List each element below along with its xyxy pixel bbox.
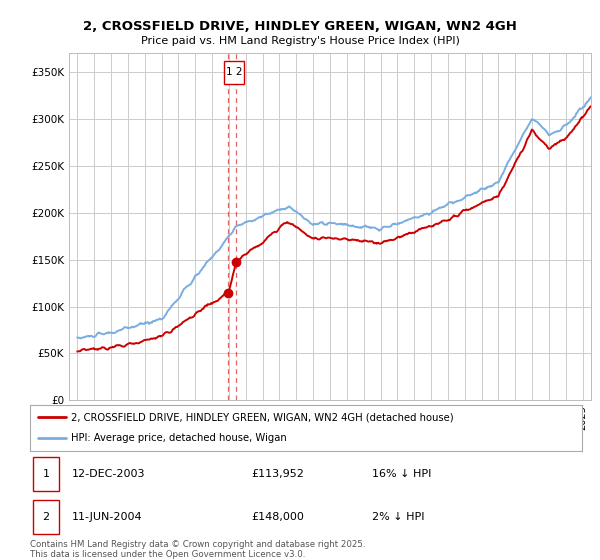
- Text: 11-JUN-2004: 11-JUN-2004: [71, 512, 142, 522]
- Text: 2: 2: [43, 512, 50, 522]
- Text: £113,952: £113,952: [251, 469, 304, 479]
- Text: 2, CROSSFIELD DRIVE, HINDLEY GREEN, WIGAN, WN2 4GH (detached house): 2, CROSSFIELD DRIVE, HINDLEY GREEN, WIGA…: [71, 412, 454, 422]
- Text: 2% ↓ HPI: 2% ↓ HPI: [372, 512, 425, 522]
- Text: 2, CROSSFIELD DRIVE, HINDLEY GREEN, WIGAN, WN2 4GH: 2, CROSSFIELD DRIVE, HINDLEY GREEN, WIGA…: [83, 20, 517, 32]
- FancyBboxPatch shape: [224, 61, 244, 83]
- Text: Price paid vs. HM Land Registry's House Price Index (HPI): Price paid vs. HM Land Registry's House …: [140, 36, 460, 46]
- Text: Contains HM Land Registry data © Crown copyright and database right 2025.
This d: Contains HM Land Registry data © Crown c…: [30, 540, 365, 559]
- FancyBboxPatch shape: [33, 500, 59, 534]
- FancyBboxPatch shape: [33, 457, 59, 491]
- Text: 12-DEC-2003: 12-DEC-2003: [71, 469, 145, 479]
- Text: 16% ↓ HPI: 16% ↓ HPI: [372, 469, 431, 479]
- Text: HPI: Average price, detached house, Wigan: HPI: Average price, detached house, Wiga…: [71, 433, 287, 444]
- Text: 1 2: 1 2: [226, 67, 242, 77]
- Text: 1: 1: [43, 469, 50, 479]
- Text: £148,000: £148,000: [251, 512, 304, 522]
